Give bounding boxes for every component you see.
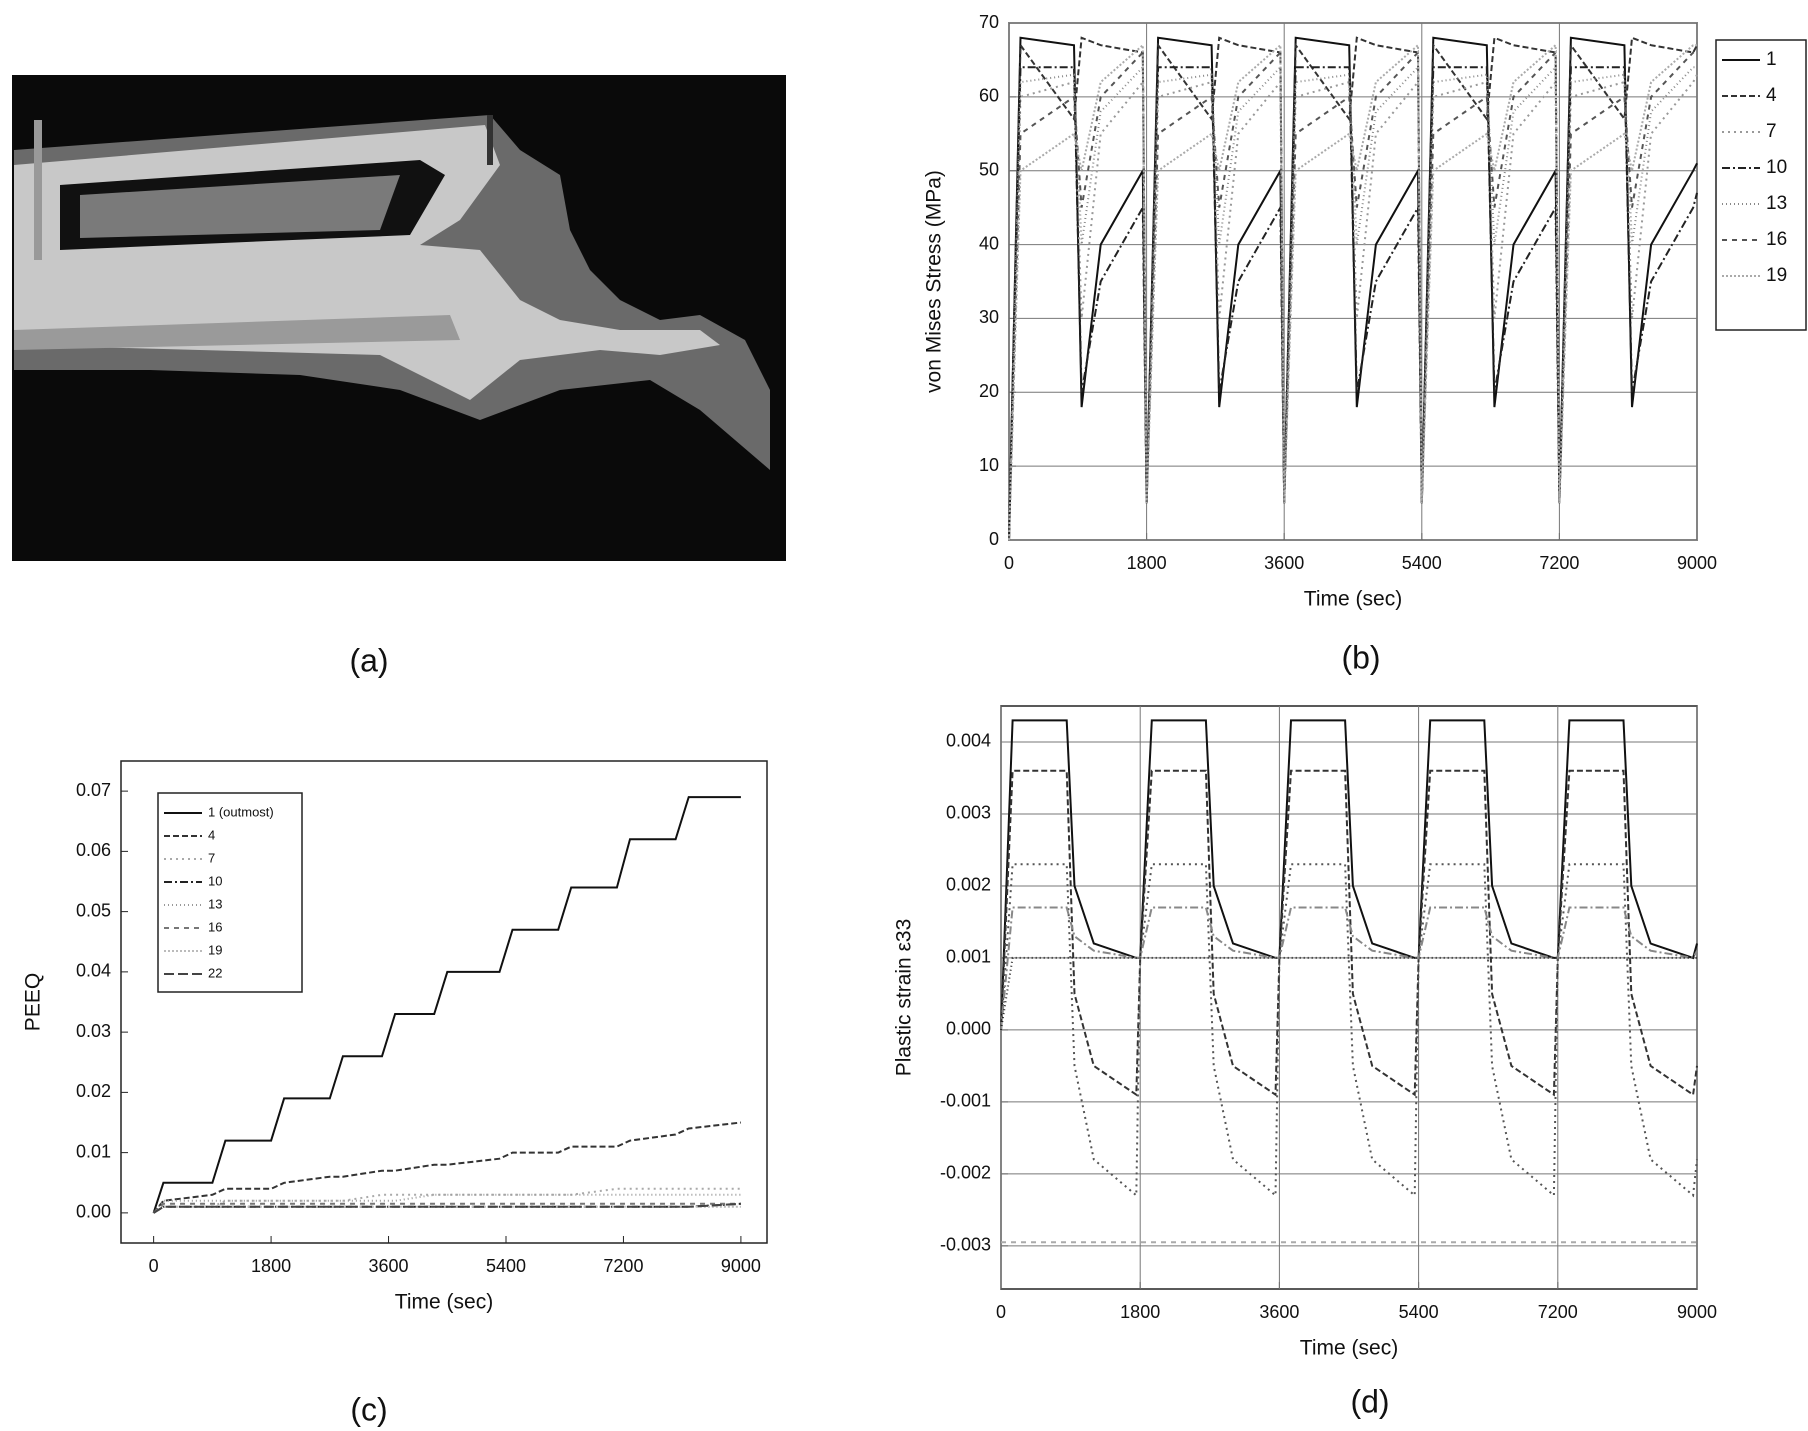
legend-label: 7 [208,850,215,865]
y-axis-label: PEEQ [22,973,45,1031]
panel-label: (d) [1350,1383,1389,1419]
y-tick-label: 0.003 [946,803,991,823]
series-line [153,1202,741,1214]
legend-label: 7 [1766,121,1777,142]
y-tick-label: 0.06 [76,840,111,860]
series-line [152,1202,741,1214]
series-line [1008,74,1698,541]
plot-area [120,760,768,1244]
series-line [1008,36,1698,541]
series-line [1000,906,1698,1030]
x-tick-label: 3600 [1259,1302,1299,1322]
y-tick-label: 10 [979,455,999,475]
y-tick-label: 40 [979,233,999,253]
series-line [152,1193,741,1214]
x-tick-label: 5400 [1402,553,1442,573]
series-line [1000,769,1698,1097]
x-tick-label: 9000 [721,1256,761,1276]
x-axis-label: Time (sec) [395,1291,493,1314]
legend-box [1715,39,1807,331]
x-axis-label: Time (sec) [1304,588,1402,611]
y-tick-label: 0.05 [76,900,111,920]
y-tick-label: 50 [979,159,999,179]
legend-label: 4 [208,827,215,842]
x-tick-label: 3600 [1264,553,1304,573]
y-tick-label: 0.07 [76,780,111,800]
x-tick-label: 1800 [1127,553,1167,573]
y-tick-label: 0.004 [946,731,991,751]
x-tick-label: 0 [1004,553,1014,573]
y-tick-label: -0.003 [940,1235,991,1255]
x-tick-label: 9000 [1677,1302,1717,1322]
cavity-inner [80,175,400,238]
legend-label: 19 [1766,265,1787,286]
x-tick-label: 1800 [1120,1302,1160,1322]
series-line [153,1202,741,1214]
series-line [1008,66,1698,541]
x-tick-label: 5400 [1399,1302,1439,1322]
y-tick-label: 60 [979,86,999,106]
contour-band [14,315,460,350]
y-tick-label: 0.001 [946,947,991,967]
legend-label: 13 [208,896,222,911]
y-tick-label: 0.02 [76,1081,111,1101]
y-tick-label: -0.001 [940,1091,991,1111]
series-line [1008,64,1697,541]
y-axis-label: Plastic strain ε33 [893,919,916,1077]
y-tick-label: 0 [989,529,999,549]
legend-label: 10 [208,873,222,888]
y-tick-label: 20 [979,381,999,401]
legend-label: 4 [1766,85,1777,106]
series-line [1008,43,1697,541]
x-tick-label: 0 [149,1256,159,1276]
legend-label: 1 [1766,49,1777,70]
legend-label: 1 (outmost) [208,804,274,819]
series-line [1008,50,1697,541]
x-tick-label: 5400 [486,1256,526,1276]
series-line [152,796,741,1214]
pin [487,115,493,165]
y-tick-label: 0.00 [76,1202,111,1222]
y-tick-label: 0.01 [76,1141,111,1161]
legend-label: 16 [1766,229,1787,250]
x-tick-label: 0 [996,1302,1006,1322]
x-tick-label: 3600 [369,1256,409,1276]
x-tick-label: 7200 [1539,553,1579,573]
legend-box [157,792,303,993]
series-line [1000,863,1698,1198]
legend-label: 13 [1766,193,1787,214]
series-line [152,1121,742,1214]
y-tick-label: 0.002 [946,875,991,895]
legend-label: 10 [1766,157,1787,178]
panel-label: (c) [350,1391,387,1427]
panel-label: (b) [1341,639,1380,675]
x-tick-label: 1800 [251,1256,291,1276]
series-line [153,1187,741,1214]
fem-image [12,75,786,561]
x-tick-label: 7200 [603,1256,643,1276]
y-tick-label: 0.03 [76,1021,111,1041]
legend-label: 16 [208,919,222,934]
x-tick-label: 7200 [1538,1302,1578,1322]
y-tick-label: 0.04 [76,961,111,981]
x-tick-label: 9000 [1677,553,1717,573]
panel-label: (a) [349,642,388,678]
legend-label: 19 [208,942,222,957]
y-axis-label: von Mises Stress (MPa) [923,170,946,393]
series-line [1008,36,1698,541]
x-axis-label: Time (sec) [1300,1337,1398,1360]
legend-label: 22 [208,965,222,980]
y-tick-label: 30 [979,307,999,327]
y-tick-label: -0.002 [940,1163,991,1183]
series-line [1000,956,1697,1031]
y-tick-label: 0.000 [946,1019,991,1039]
pin [34,120,42,260]
y-tick-label: 70 [979,12,999,32]
